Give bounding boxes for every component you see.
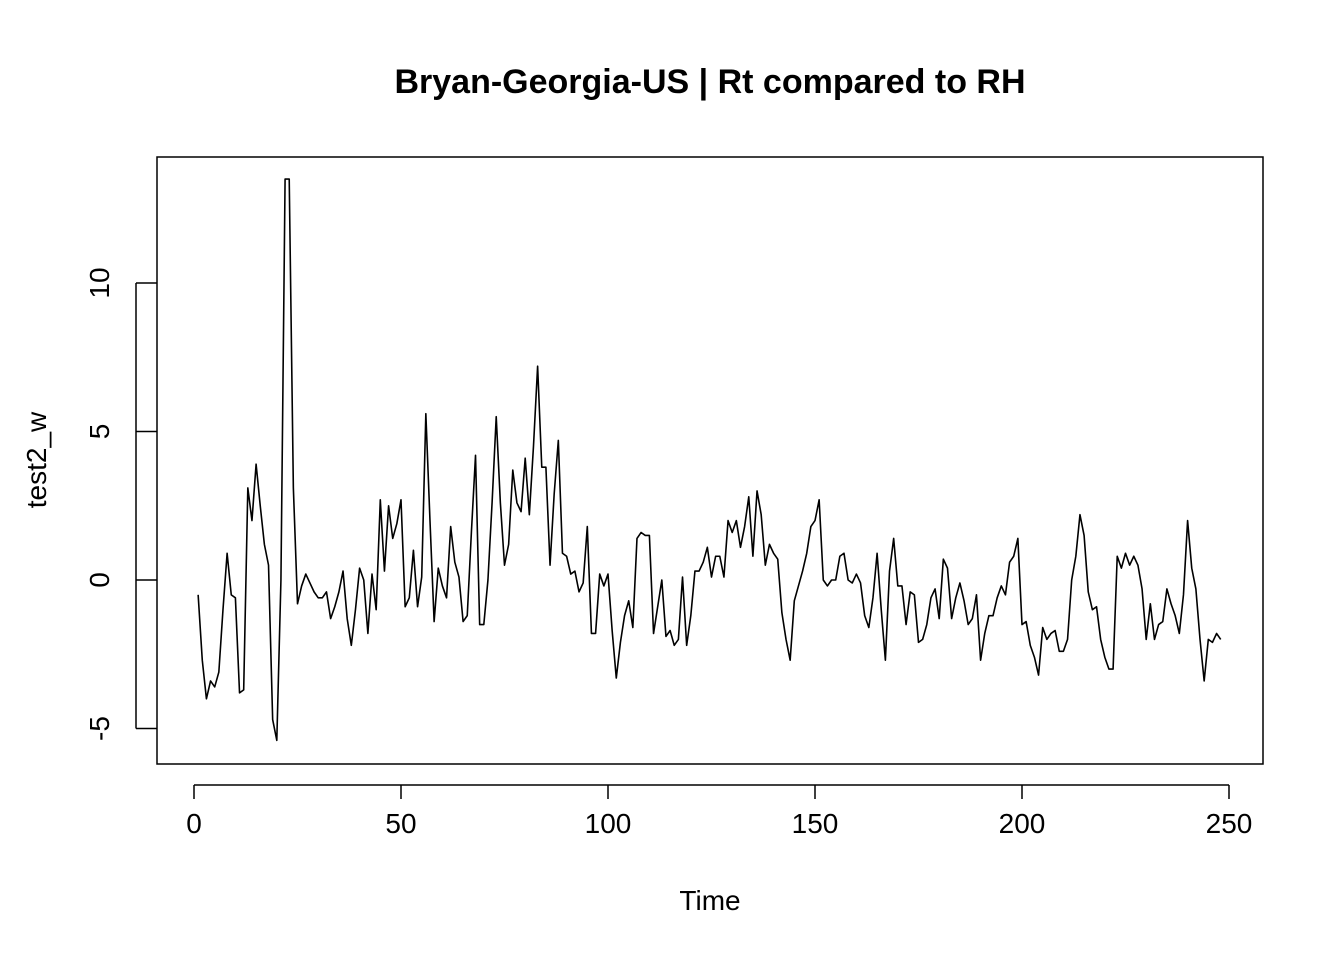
- x-tick-label: 150: [792, 808, 839, 839]
- x-axis-label: Time: [679, 885, 740, 916]
- y-tick-label: 0: [84, 572, 115, 588]
- x-tick-label: 250: [1206, 808, 1253, 839]
- series-line-0: [197, 178, 1222, 742]
- y-tick-label: 10: [84, 267, 115, 298]
- series-layer: [197, 178, 1222, 742]
- x-tick-label: 0: [186, 808, 202, 839]
- y-tick-label: 5: [84, 424, 115, 440]
- y-tick-label: -5: [84, 716, 115, 741]
- x-tick-label: 100: [585, 808, 632, 839]
- x-tick-label: 50: [385, 808, 416, 839]
- x-tick-label: 200: [999, 808, 1046, 839]
- chart-title: Bryan-Georgia-US | Rt compared to RH: [394, 63, 1025, 101]
- x-axis: 0 50 100 150 200 250: [186, 784, 1253, 839]
- plot-area-frame: [156, 156, 1264, 765]
- y-axis: -5 0 5 10: [84, 267, 157, 741]
- y-axis-label: test2_w: [21, 411, 52, 508]
